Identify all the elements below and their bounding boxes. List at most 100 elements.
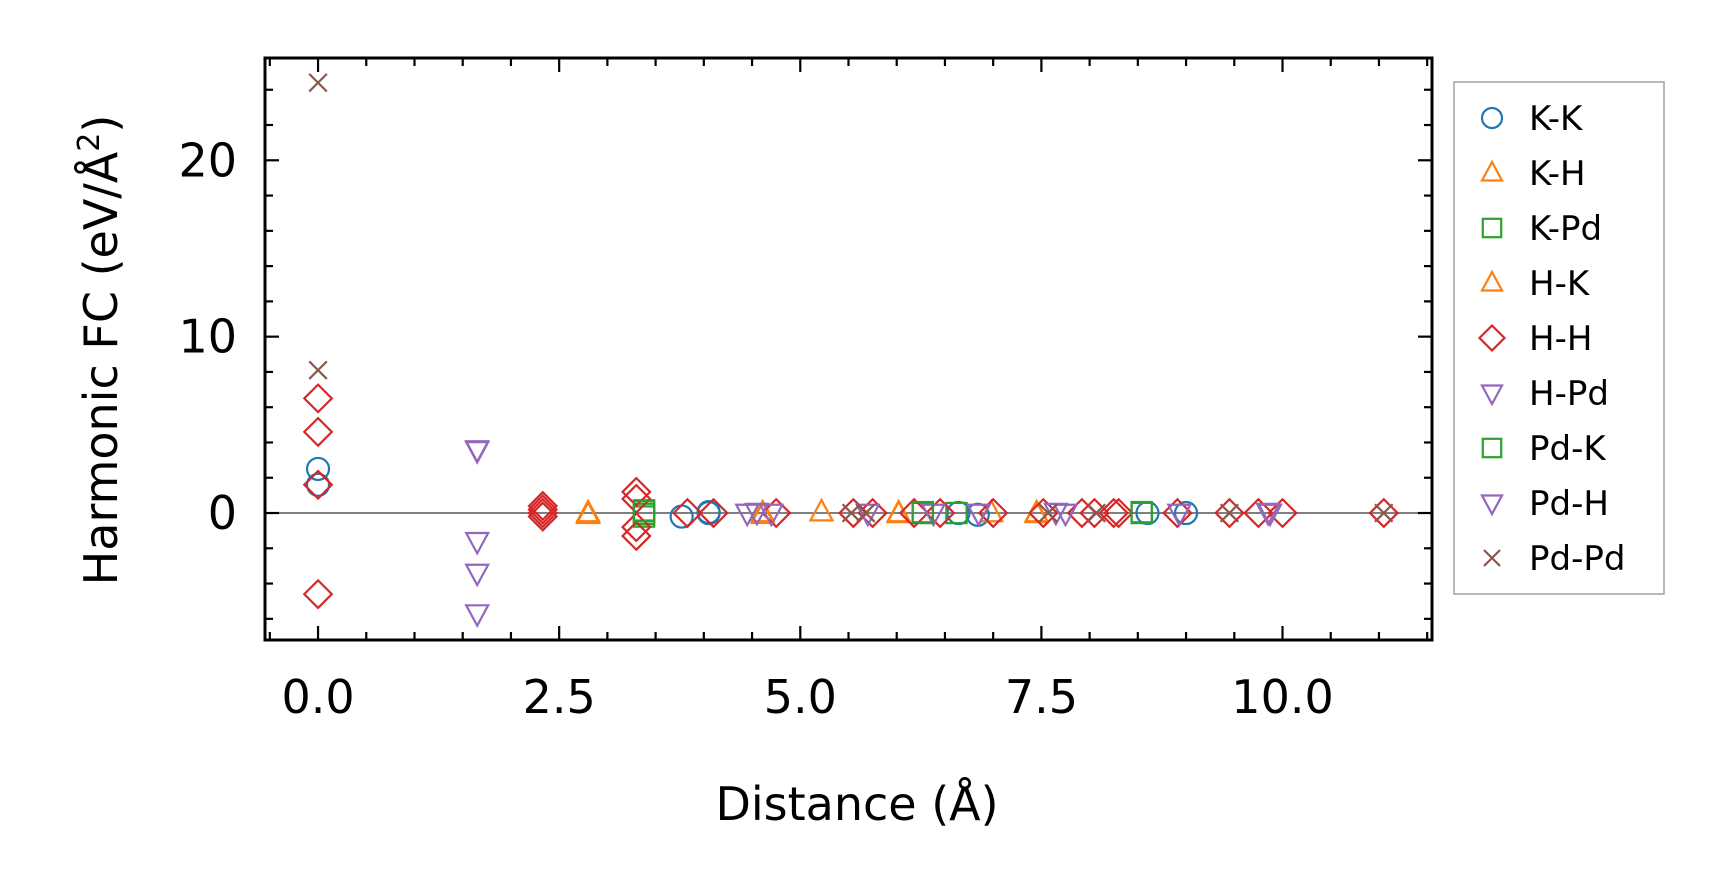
- data-point: [1098, 497, 1130, 529]
- y-tick-label: 20: [178, 133, 237, 187]
- data-point: [672, 497, 703, 529]
- data-point: [856, 503, 876, 523]
- data-point: [1243, 497, 1274, 529]
- data-point: [760, 497, 792, 529]
- legend-item: Pd-H: [1480, 484, 1609, 524]
- data-point: [305, 456, 331, 482]
- data-point: [575, 500, 601, 525]
- legend-marker: [1480, 106, 1504, 130]
- legend-marker: [1480, 269, 1504, 292]
- series-pd-pd: [308, 73, 1394, 523]
- data-point: [621, 476, 652, 508]
- legend-marker: [1480, 494, 1504, 517]
- legend-item: H-K: [1480, 264, 1591, 304]
- axis-labels: Distance (Å) Harmonic FC (eV/Å2): [72, 115, 999, 831]
- legend-label: K-H: [1529, 154, 1586, 194]
- legend-marker: [1480, 159, 1504, 182]
- legend-item: Pd-Pd: [1483, 539, 1625, 579]
- series-h-h: [302, 383, 1400, 610]
- data-point: [1368, 497, 1400, 529]
- data-point: [302, 578, 334, 610]
- legend-marker: [1483, 549, 1501, 567]
- data-point: [1103, 497, 1134, 529]
- data-point: [302, 383, 334, 414]
- data-point: [527, 497, 559, 529]
- y-axis-label-sup: 2: [72, 133, 107, 152]
- data-point: [1173, 500, 1199, 526]
- data-point: [621, 520, 652, 552]
- legend-label: Pd-H: [1529, 484, 1609, 524]
- data-point: [464, 440, 491, 464]
- series-h-pd: [464, 440, 1283, 628]
- data-point: [854, 503, 881, 528]
- legend-item: H-H: [1477, 319, 1592, 359]
- legend-marker: [1480, 384, 1504, 407]
- legend-item: K-H: [1480, 154, 1586, 194]
- x-tick-label: 2.5: [523, 670, 596, 724]
- data-point: [749, 500, 776, 525]
- data-point: [1255, 502, 1281, 527]
- y-tick-label: 0: [208, 486, 237, 540]
- x-tick-label: 10.0: [1231, 670, 1333, 724]
- data-point: [1166, 503, 1193, 528]
- legend-label: Pd-K: [1529, 429, 1607, 469]
- data-point: [924, 497, 956, 529]
- x-tick-label: 7.5: [1005, 670, 1078, 724]
- data-point: [302, 469, 334, 501]
- data-point: [305, 472, 331, 497]
- legend-marker: [1477, 323, 1507, 353]
- data-point: [965, 503, 992, 528]
- data-point: [302, 416, 334, 448]
- y-axis-label-close: ): [74, 115, 128, 133]
- data-point: [527, 501, 559, 532]
- x-tick-label: 5.0: [764, 670, 837, 724]
- data-point: [464, 441, 491, 465]
- data-point: [945, 501, 968, 525]
- data-point: [1130, 500, 1153, 524]
- data-point: [464, 563, 491, 588]
- data-point: [527, 494, 559, 525]
- legend-marker: [1481, 217, 1503, 239]
- data-point: [621, 511, 652, 543]
- legend-marker: [1481, 437, 1503, 459]
- y-axis-label: Harmonic FC (eV/Å2): [72, 115, 128, 586]
- legend-label: Pd-Pd: [1529, 539, 1625, 579]
- data-point: [632, 500, 656, 523]
- y-tick-label: 10: [178, 310, 237, 364]
- axis-ticks: 0.0 2.5 5.0 7.5 10.0 0 10 20: [178, 56, 1434, 724]
- data-point: [1162, 497, 1193, 529]
- data-point: [464, 604, 491, 628]
- data-point: [698, 497, 729, 529]
- data-point: [464, 531, 491, 556]
- legend-label: H-K: [1529, 264, 1591, 304]
- legend-item: Pd-K: [1481, 429, 1607, 469]
- data-point: [808, 497, 835, 522]
- legend-label: K-K: [1529, 99, 1584, 139]
- data-point: [527, 490, 559, 522]
- x-tick-label: 0.0: [281, 670, 354, 724]
- data-point: [857, 497, 888, 529]
- legend-label: H-H: [1529, 319, 1592, 359]
- data-point: [1219, 503, 1240, 523]
- legend-label: H-Pd: [1529, 374, 1609, 414]
- legend-label: K-Pd: [1529, 209, 1602, 249]
- data-point: [885, 499, 912, 524]
- data-point: [308, 360, 328, 380]
- data-point: [1038, 503, 1058, 523]
- legend-item: K-K: [1480, 99, 1584, 139]
- plot-area: [265, 73, 1432, 628]
- y-axis-label-main: Harmonic FC (eV/Å: [74, 151, 128, 585]
- x-axis-label: Distance (Å): [715, 777, 998, 831]
- series-pd-h: [464, 441, 1281, 527]
- data-point: [1374, 503, 1394, 523]
- data-point: [1086, 503, 1106, 523]
- legend-item: H-Pd: [1480, 374, 1609, 414]
- data-point: [1267, 497, 1298, 529]
- plot-frame: [263, 56, 1434, 642]
- data-point: [758, 503, 785, 528]
- data-point: [911, 500, 934, 524]
- data-point: [977, 497, 1009, 529]
- legend: K-K K-H K-Pd H-K H-H H-Pd Pd-K Pd-H Pd-Pd: [1453, 81, 1665, 595]
- legend-item: K-Pd: [1481, 209, 1602, 249]
